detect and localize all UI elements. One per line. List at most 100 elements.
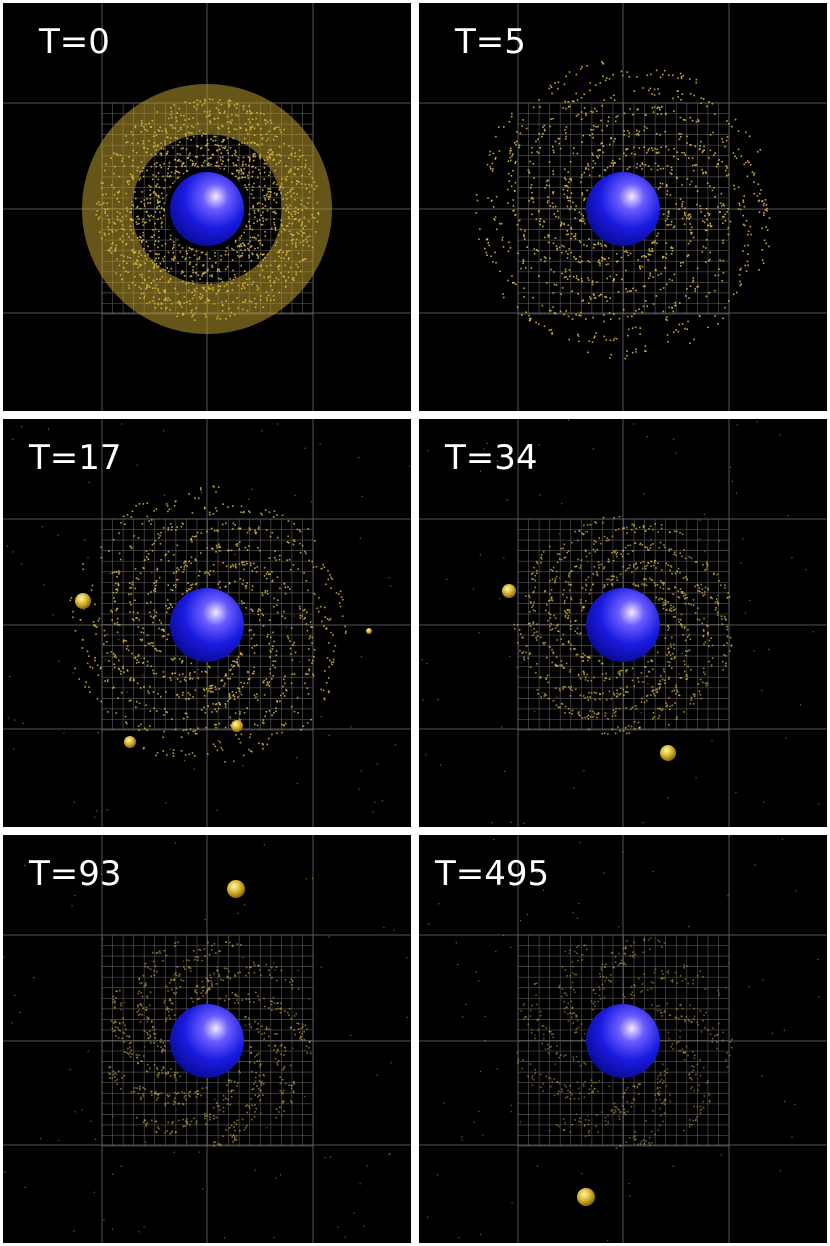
particle (553, 151, 555, 154)
particle (136, 205, 139, 208)
particle (272, 158, 275, 161)
particle (194, 559, 197, 562)
particle (113, 172, 115, 175)
particle (211, 275, 213, 278)
particle (240, 127, 242, 130)
particle (166, 175, 169, 177)
particle (253, 134, 256, 136)
particle (240, 511, 242, 513)
particle (753, 192, 755, 195)
particle (130, 211, 133, 213)
particle (299, 1031, 301, 1034)
particle (598, 295, 600, 297)
particle (667, 212, 670, 215)
particle (618, 707, 621, 710)
particle (698, 315, 701, 317)
particle (234, 524, 236, 526)
particle (287, 637, 290, 640)
particle (206, 139, 209, 141)
particle (564, 686, 566, 688)
stray-particle (731, 480, 734, 482)
particle (660, 569, 663, 571)
particle (570, 192, 573, 194)
particle (275, 1008, 277, 1011)
particle (540, 553, 543, 556)
particle (275, 126, 277, 129)
particle (208, 666, 211, 669)
particle (113, 187, 116, 189)
particle (726, 635, 729, 638)
particle (153, 131, 156, 134)
particle (209, 274, 211, 277)
particle (128, 236, 130, 238)
particle (695, 81, 697, 84)
particle (249, 225, 251, 227)
particle (269, 275, 271, 278)
particle (680, 99, 682, 101)
particle (275, 277, 278, 279)
particle (122, 1021, 124, 1024)
particle (539, 223, 541, 226)
particle (182, 571, 184, 573)
particle (135, 617, 137, 619)
particle (150, 601, 152, 603)
particle (191, 160, 194, 162)
particle (277, 599, 279, 601)
particle (187, 732, 190, 735)
particle (315, 231, 317, 233)
particle (589, 134, 591, 137)
particle (237, 972, 239, 974)
particle (308, 168, 310, 171)
particle (522, 119, 524, 121)
particle (237, 656, 240, 658)
particle (269, 194, 272, 196)
particle (319, 605, 322, 608)
particle (272, 295, 275, 297)
particle (716, 611, 719, 614)
particle (535, 572, 538, 575)
particle (549, 593, 551, 595)
particle (654, 147, 656, 150)
particle (303, 205, 306, 208)
particle (567, 253, 569, 255)
particle (552, 173, 555, 175)
particle (564, 138, 567, 140)
stray-particle (361, 495, 363, 497)
particle (122, 667, 124, 670)
particle (279, 554, 281, 557)
particle (112, 242, 114, 244)
particle (561, 643, 564, 645)
particle (516, 624, 519, 626)
particle (665, 316, 668, 318)
particle (763, 212, 765, 214)
particle (619, 693, 622, 695)
particle (515, 283, 517, 286)
particle (517, 642, 519, 644)
particle (179, 160, 182, 163)
particle (552, 117, 554, 120)
particle (536, 562, 539, 565)
particle (268, 642, 270, 645)
particle (174, 170, 177, 172)
particle (509, 156, 512, 159)
particle (580, 559, 583, 561)
particle (613, 575, 615, 578)
stray-particle (184, 760, 186, 762)
particle (649, 272, 651, 274)
particle (569, 620, 572, 623)
particle (145, 211, 147, 213)
particle (202, 272, 205, 275)
particle (490, 200, 493, 202)
particle (682, 595, 685, 597)
particle (631, 351, 634, 354)
particle (273, 138, 275, 141)
particle (273, 510, 276, 512)
particle (282, 275, 285, 277)
particle (287, 171, 290, 174)
particle (256, 254, 258, 256)
particle (494, 216, 497, 218)
particle (559, 664, 561, 667)
particle (189, 677, 192, 679)
particle (202, 133, 205, 135)
particle (308, 173, 311, 175)
